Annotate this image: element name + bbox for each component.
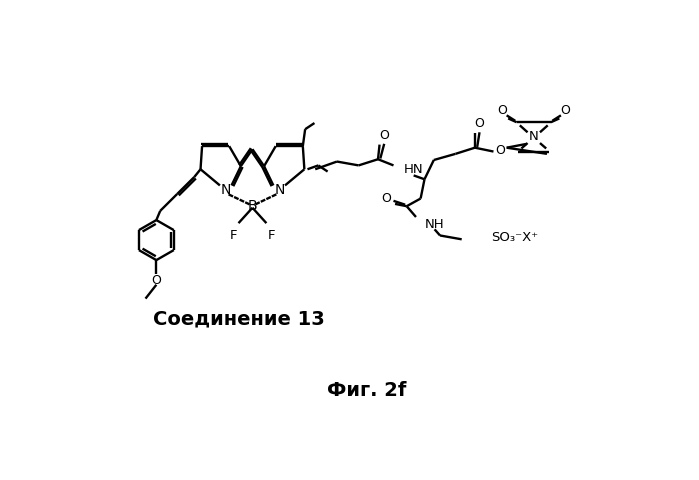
Text: Соединение 13: Соединение 13: [152, 310, 324, 329]
Text: O: O: [496, 144, 505, 156]
Text: O: O: [561, 104, 570, 117]
Text: N: N: [220, 183, 231, 197]
Text: N: N: [529, 131, 539, 144]
Text: Фиг. 2f: Фиг. 2f: [326, 381, 406, 400]
Text: O: O: [475, 117, 484, 131]
Text: HN: HN: [403, 163, 423, 176]
Text: N: N: [275, 183, 284, 197]
Text: O: O: [380, 129, 389, 142]
Text: B: B: [247, 199, 257, 213]
Text: F: F: [230, 229, 238, 242]
Text: O: O: [382, 192, 391, 205]
Text: F: F: [267, 229, 275, 242]
Text: SO₃⁻X⁺: SO₃⁻X⁺: [491, 231, 538, 244]
Text: NH: NH: [424, 218, 444, 231]
Text: O: O: [152, 275, 161, 288]
Text: O: O: [497, 104, 507, 117]
